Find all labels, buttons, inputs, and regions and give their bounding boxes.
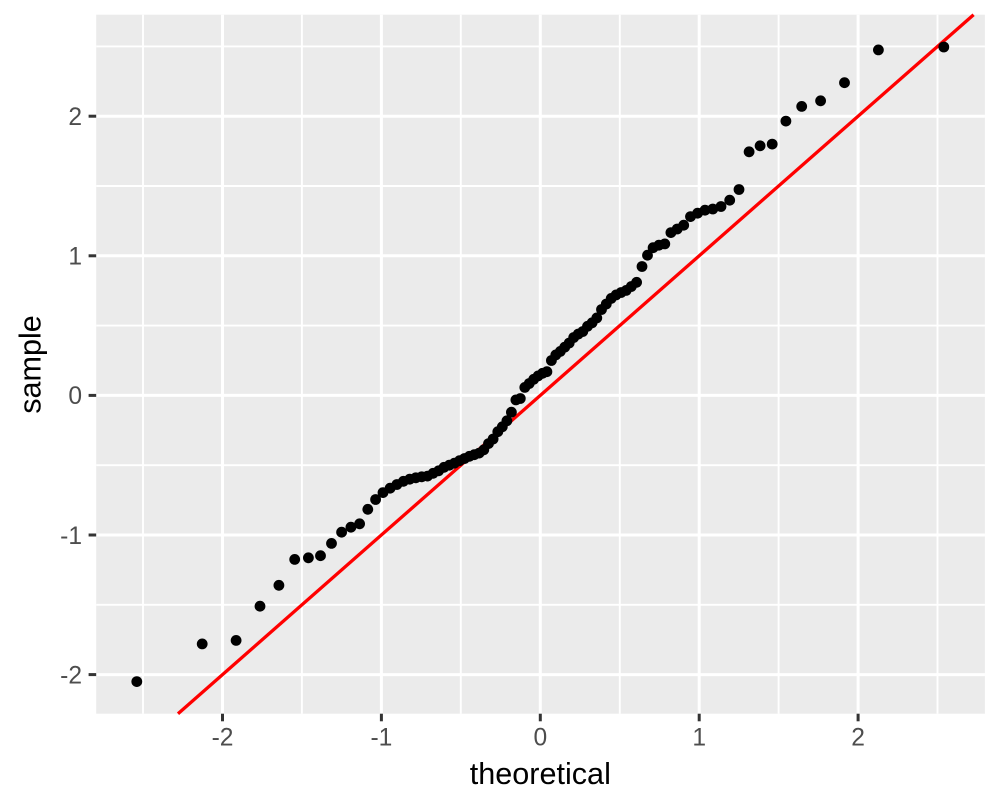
svg-text:2: 2 — [68, 104, 82, 131]
svg-text:1: 1 — [692, 724, 706, 751]
svg-text:-2: -2 — [212, 724, 234, 751]
svg-text:-1: -1 — [370, 724, 392, 751]
svg-text:sample: sample — [14, 315, 48, 414]
svg-text:0: 0 — [533, 724, 547, 751]
svg-text:1: 1 — [68, 244, 82, 271]
svg-text:0: 0 — [68, 383, 82, 410]
svg-text:-1: -1 — [60, 523, 82, 550]
svg-text:2: 2 — [851, 724, 865, 751]
svg-text:theoretical: theoretical — [470, 757, 611, 791]
svg-text:-2: -2 — [60, 662, 82, 689]
